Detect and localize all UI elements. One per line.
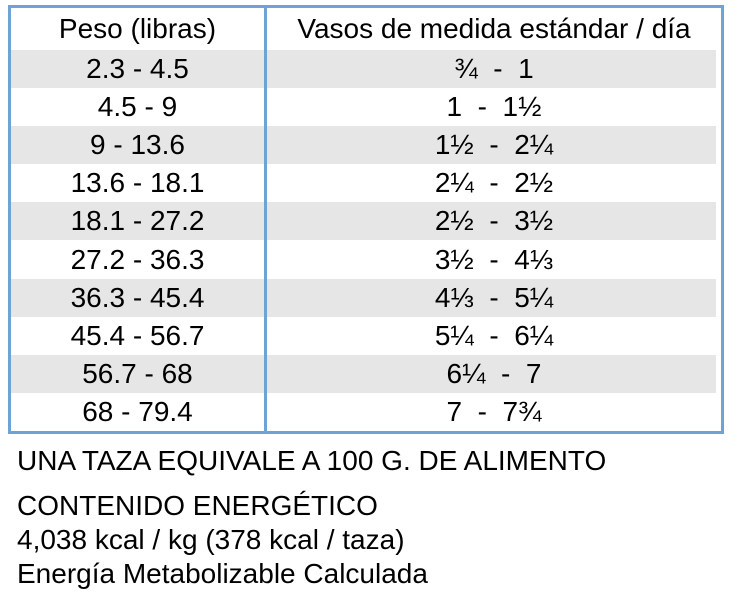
peso-cell: 13.6 - 18.1 — [11, 164, 267, 203]
energy-content-method: Energía Metabolizable Calculada — [17, 558, 428, 589]
vasos-cell: 5¼ - 6¼ — [434, 319, 554, 351]
table-row: 27.2 - 36.3 3½ - 4⅓ — [11, 240, 721, 279]
column-header-vasos: Vasos de medida estándar / día — [297, 13, 691, 44]
column-header-peso: Peso (libras) — [11, 8, 267, 50]
table-row: 13.6 - 18.1 2¼ - 2½ — [11, 164, 721, 203]
vasos-cell: 2½ - 3½ — [434, 205, 554, 237]
vasos-cell: 3½ - 4⅓ — [434, 243, 554, 275]
table-row: 45.4 - 56.7 5¼ - 6¼ — [11, 316, 721, 355]
energy-content-title: CONTENIDO ENERGÉTICO — [17, 490, 378, 521]
vasos-cell: 6¼ - 7 — [446, 357, 542, 389]
energy-content-value: 4,038 kcal / kg (378 kcal / taza) — [17, 524, 405, 555]
peso-cell: 36.3 - 45.4 — [11, 278, 267, 317]
peso-cell: 45.4 - 56.7 — [11, 316, 267, 355]
table-header-row: Peso (libras) Vasos de medida estándar /… — [11, 8, 721, 50]
peso-cell: 27.2 - 36.3 — [11, 240, 267, 279]
peso-cell: 68 - 79.4 — [11, 392, 267, 431]
peso-cell: 2.3 - 4.5 — [11, 50, 267, 89]
vasos-cell: ¾ - 1 — [454, 53, 534, 85]
peso-cell: 4.5 - 9 — [11, 88, 267, 127]
table-row: 36.3 - 45.4 4⅓ - 5¼ — [11, 278, 721, 317]
table-row: 4.5 - 9 1 - 1½ — [11, 88, 721, 127]
vasos-cell: 1 - 1½ — [446, 91, 542, 123]
feeding-table: Peso (libras) Vasos de medida estándar /… — [8, 5, 724, 434]
energy-content-block: CONTENIDO ENERGÉTICO 4,038 kcal / kg (37… — [17, 489, 428, 591]
vasos-cell: 7 - 7¾ — [446, 395, 542, 427]
peso-cell: 18.1 - 27.2 — [11, 202, 267, 241]
table-row: 56.7 - 68 6¼ - 7 — [11, 354, 721, 393]
table-body: 2.3 - 4.5 ¾ - 1 4.5 - 9 1 - 1½ 9 - 13.6 1½ - … — [11, 50, 721, 431]
vasos-cell: 2¼ - 2½ — [434, 167, 554, 199]
cup-equivalence-note: UNA TAZA EQUIVALE A 100 G. DE ALIMENTO — [17, 445, 607, 476]
table-row: 18.1 - 27.2 2½ - 3½ — [11, 202, 721, 241]
table-row: 9 - 13.6 1½ - 2¼ — [11, 126, 721, 165]
table-row: 2.3 - 4.5 ¾ - 1 — [11, 50, 721, 89]
peso-cell: 56.7 - 68 — [11, 354, 267, 393]
table-row: 68 - 79.4 7 - 7¾ — [11, 392, 721, 431]
peso-cell: 9 - 13.6 — [11, 126, 267, 165]
vasos-cell: 1½ - 2¼ — [434, 129, 554, 161]
vasos-cell: 4⅓ - 5¼ — [434, 281, 554, 313]
